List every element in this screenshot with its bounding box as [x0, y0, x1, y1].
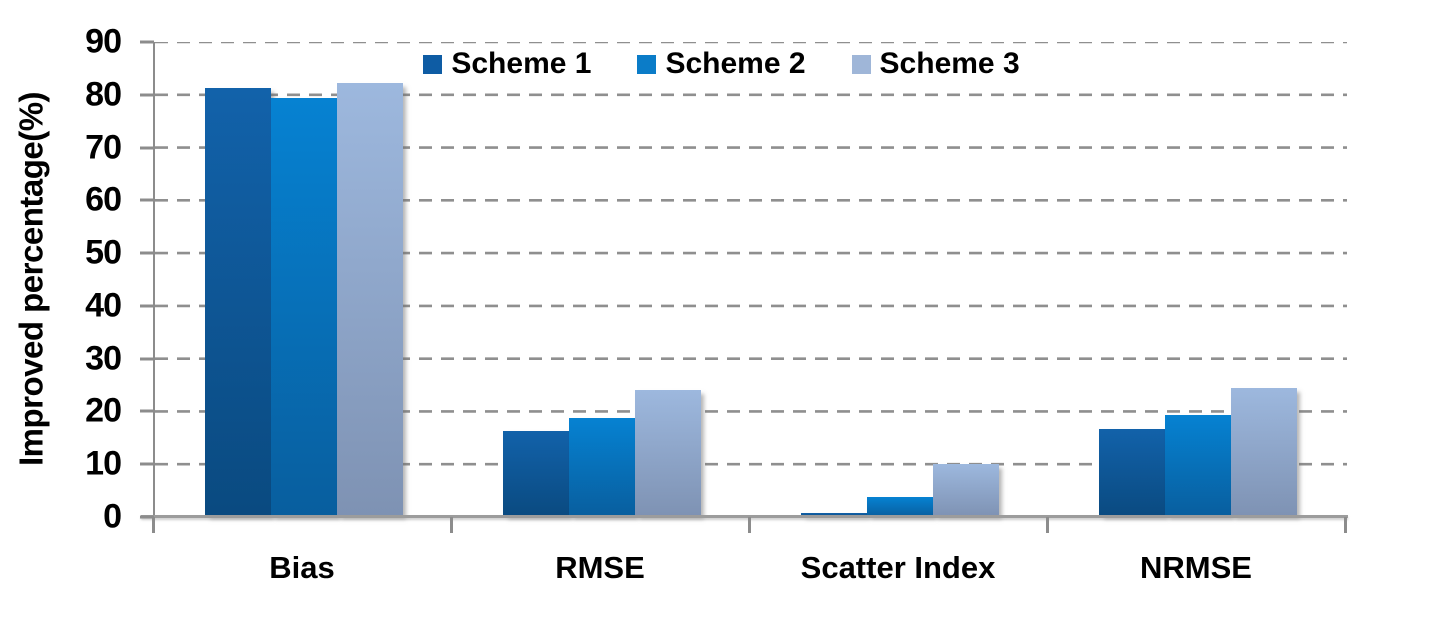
x-tick-mark — [1343, 517, 1347, 533]
legend: Scheme 1 Scheme 2 Scheme 3 — [0, 47, 1443, 81]
x-axis-line — [141, 515, 1348, 518]
x-tick-mark — [151, 517, 155, 533]
x-category-label: NRMSE — [1140, 550, 1252, 585]
legend-swatch-icon — [637, 54, 657, 74]
y-tick-mark — [140, 146, 154, 150]
y-axis-title: Improved percentage(%) — [12, 91, 50, 467]
x-tick-mark — [449, 517, 453, 533]
y-tick-mark — [140, 251, 154, 255]
y-tick-mark — [140, 462, 154, 466]
y-tick-label: 50 — [85, 233, 122, 272]
legend-item-scheme-1: Scheme 1 — [423, 47, 591, 81]
bar-scheme-2-nrmse — [1164, 415, 1232, 517]
legend-item-scheme-2: Scheme 2 — [637, 47, 806, 81]
y-tick-label: 80 — [85, 75, 122, 114]
plot-area — [153, 42, 1347, 517]
y-tick-mark — [140, 198, 154, 202]
bar-scheme-2-bias — [270, 97, 338, 517]
y-tick-label: 90 — [85, 22, 122, 61]
y-tick-label: 0 — [103, 497, 122, 536]
bar-scheme-1-rmse — [502, 430, 569, 517]
x-tick-mark — [1045, 517, 1049, 533]
y-tick-mark — [140, 409, 154, 413]
x-tick-mark — [747, 517, 751, 533]
x-category-label: Scatter Index — [800, 550, 996, 585]
legend-swatch-icon — [423, 54, 443, 74]
legend-label: Scheme 2 — [665, 47, 806, 80]
y-tick-mark — [140, 93, 154, 97]
y-tick-label: 60 — [85, 180, 122, 219]
y-tick-label: 10 — [85, 444, 122, 483]
bar-scheme-3-scatter-index — [933, 464, 1000, 517]
y-tick-mark — [140, 515, 154, 519]
legend-swatch-icon — [851, 54, 871, 74]
bar-scheme-2-scatter-index — [866, 496, 934, 517]
bar-scheme-2-rmse — [568, 417, 636, 517]
bar-scheme-1-nrmse — [1098, 428, 1165, 517]
bar-scheme-1-scatter-index — [800, 512, 867, 517]
y-tick-label: 20 — [85, 391, 122, 430]
y-tick-mark — [140, 357, 154, 361]
y-tick-label: 30 — [85, 339, 122, 378]
y-tick-mark — [140, 40, 154, 44]
legend-label: Scheme 3 — [879, 47, 1020, 80]
x-category-label: RMSE — [555, 550, 645, 585]
legend-label: Scheme 1 — [451, 47, 592, 80]
bar-scheme-3-nrmse — [1231, 388, 1298, 517]
bars-layer — [155, 42, 1347, 517]
y-tick-label: 40 — [85, 286, 122, 325]
y-tick-mark — [140, 304, 154, 308]
legend-item-scheme-3: Scheme 3 — [851, 47, 1020, 81]
y-tick-label: 70 — [85, 128, 122, 167]
bar-scheme-3-rmse — [635, 390, 702, 517]
bar-scheme-3-bias — [337, 83, 404, 517]
x-category-label: Bias — [269, 550, 335, 585]
bar-scheme-1-bias — [204, 87, 271, 517]
